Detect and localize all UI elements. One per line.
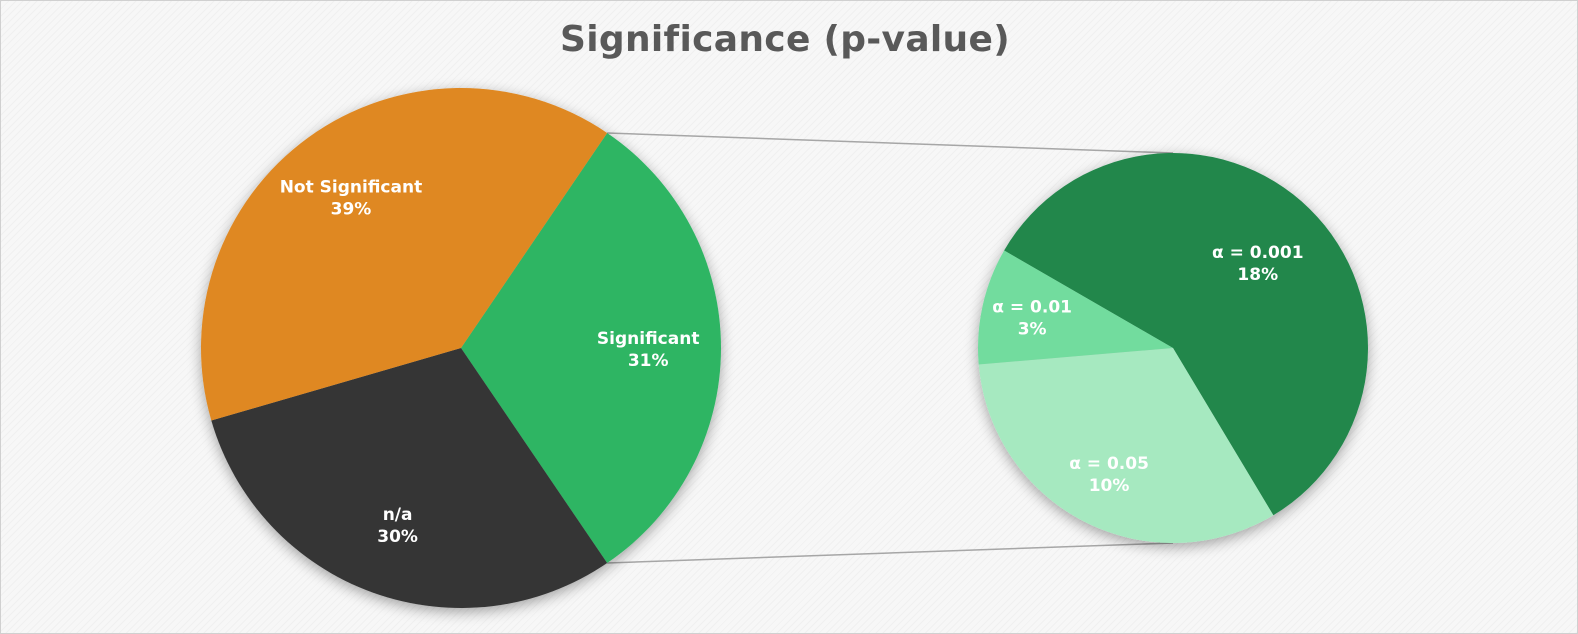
secondary-pie-label-0-001: α = 0.001 18% bbox=[1212, 243, 1304, 285]
connector-lines bbox=[607, 132, 1174, 564]
secondary-pie bbox=[978, 153, 1368, 544]
chart-title: Significance (p-value) bbox=[560, 19, 1010, 60]
secondary-pie-slice-0-001 bbox=[1004, 153, 1368, 516]
data-labels: Significant 31% n/a 30% Not Significant 39% α … bbox=[280, 178, 1304, 548]
main-pie-slice-n-a bbox=[211, 348, 608, 608]
secondary-pie-slice-0-05 bbox=[978, 348, 1274, 544]
connector-line-bottom bbox=[607, 542, 1174, 564]
secondary-pie-label-0-05: α = 0.05 10% bbox=[1069, 454, 1149, 496]
main-pie-slice-not-significant bbox=[200, 88, 608, 421]
secondary-pie-slice-0-01 bbox=[978, 250, 1173, 365]
main-pie-label-n-a: n/a 30% bbox=[377, 505, 418, 547]
main-pie-label-significant: Significant 31% bbox=[597, 329, 700, 371]
main-pie bbox=[200, 88, 721, 608]
main-pie-slice-significant bbox=[461, 132, 721, 564]
connector-line-top bbox=[607, 132, 1174, 154]
secondary-pie-label-0-01: α = 0.01 3% bbox=[992, 298, 1072, 340]
main-pie-label-not-significant: Not Significant 39% bbox=[280, 178, 423, 220]
